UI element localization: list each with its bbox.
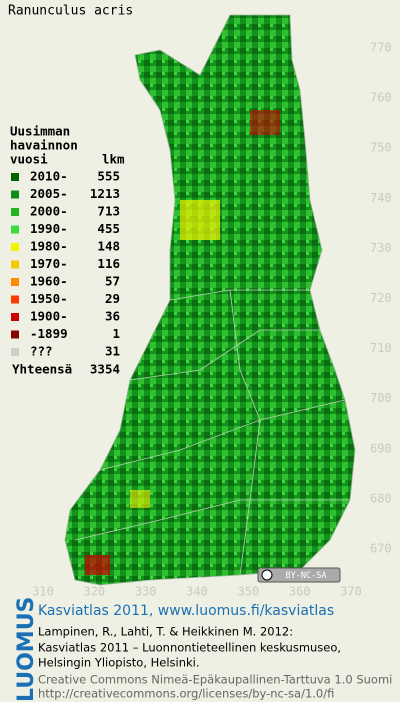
legend-swatch xyxy=(11,295,19,304)
legend-count-heading: lkm xyxy=(102,152,125,167)
legend-swatch xyxy=(11,260,19,269)
x-tick-label: 350 xyxy=(237,585,259,599)
legend-count: 116 xyxy=(97,256,120,271)
y-tick-label: 750 xyxy=(370,141,392,155)
legend-swatch xyxy=(11,348,19,356)
license-line: Creative Commons Nimeä-Epäkaupallinen-Ta… xyxy=(38,673,392,687)
license-badge-text: BY-NC-SA xyxy=(286,571,327,581)
legend-count: 31 xyxy=(105,344,120,359)
y-tick-label: 710 xyxy=(370,341,392,355)
legend-count: 57 xyxy=(105,274,120,289)
y-tick-label: 760 xyxy=(370,91,392,105)
legend-label: 2000- xyxy=(30,204,68,219)
y-tick-label: 720 xyxy=(370,291,392,305)
legend-label: -1899 xyxy=(30,326,68,341)
y-tick-label: 700 xyxy=(370,391,392,405)
y-tick-label: 690 xyxy=(370,441,392,455)
x-tick-label: 370 xyxy=(340,585,362,599)
x-tick-label: 360 xyxy=(289,585,311,599)
legend-heading: vuosi xyxy=(10,152,48,167)
legend-swatch xyxy=(11,243,19,251)
legend-heading: havainnon xyxy=(10,138,78,153)
legend-swatch xyxy=(11,225,19,234)
legend-label: 1990- xyxy=(30,221,68,236)
legend-label: 1900- xyxy=(30,309,68,324)
legend-swatch xyxy=(11,208,19,216)
legend-count: 29 xyxy=(105,291,120,306)
legend-swatch xyxy=(11,173,19,181)
y-tick-label: 740 xyxy=(370,191,392,205)
map-title: Ranunculus acris xyxy=(8,4,133,19)
x-tick-label: 320 xyxy=(83,585,105,599)
legend-label: 1980- xyxy=(30,239,68,254)
legend-label: 1950- xyxy=(30,291,68,306)
legend-swatch xyxy=(11,313,19,321)
y-tick-label: 670 xyxy=(370,542,392,556)
y-tick-label: 730 xyxy=(370,241,392,255)
citation-line: Lampinen, R., Lahti, T. & Heikkinen M. 2… xyxy=(38,625,293,639)
license-url[interactable]: http://creativecommons.org/licenses/by-n… xyxy=(38,687,334,701)
y-tick-label: 770 xyxy=(370,41,392,55)
x-tick-label: 340 xyxy=(186,585,208,599)
legend-total-label: Yhteensä xyxy=(12,362,72,377)
legend-label: 1960- xyxy=(30,274,68,289)
x-tick-label: 310 xyxy=(32,585,54,599)
region-borders xyxy=(74,289,350,576)
legend-count: 1213 xyxy=(90,186,120,201)
legend-label: ??? xyxy=(30,344,53,359)
license-badge: BY-NC-SA xyxy=(257,567,341,583)
x-axis: 310 320 330 340 350 360 370 xyxy=(32,585,362,599)
legend-total: 3354 xyxy=(90,362,120,377)
legend-swatch xyxy=(11,190,19,199)
atlas-link[interactable]: Kasviatlas 2011, www.luomus.fi/kasviatla… xyxy=(38,603,334,619)
y-axis: 770 760 750 740 730 720 710 700 690 680 670 xyxy=(370,41,392,556)
older-records xyxy=(85,110,280,575)
legend-count: 148 xyxy=(97,239,120,254)
legend-heading: Uusimman xyxy=(10,124,70,139)
y-tick-label: 680 xyxy=(370,491,392,505)
legend-label: 2010- xyxy=(30,169,68,184)
x-tick-label: 330 xyxy=(135,585,157,599)
legend-count: 1 xyxy=(112,326,120,341)
legend-count: 36 xyxy=(105,309,120,324)
citation-line: Helsingin Yliopisto, Helsinki. xyxy=(38,656,200,670)
legend-label: 2005- xyxy=(30,186,68,201)
legend-label: 1970- xyxy=(30,256,68,271)
legend-swatch xyxy=(11,278,19,286)
legend-swatch xyxy=(11,330,19,339)
citation-line: Kasviatlas 2011 – Luonnontieteellinen ke… xyxy=(38,641,341,655)
legend-count: 555 xyxy=(97,169,120,184)
brand: LUOMUS xyxy=(14,597,39,702)
legend-count: 713 xyxy=(97,204,120,219)
legend-count: 455 xyxy=(97,221,120,236)
